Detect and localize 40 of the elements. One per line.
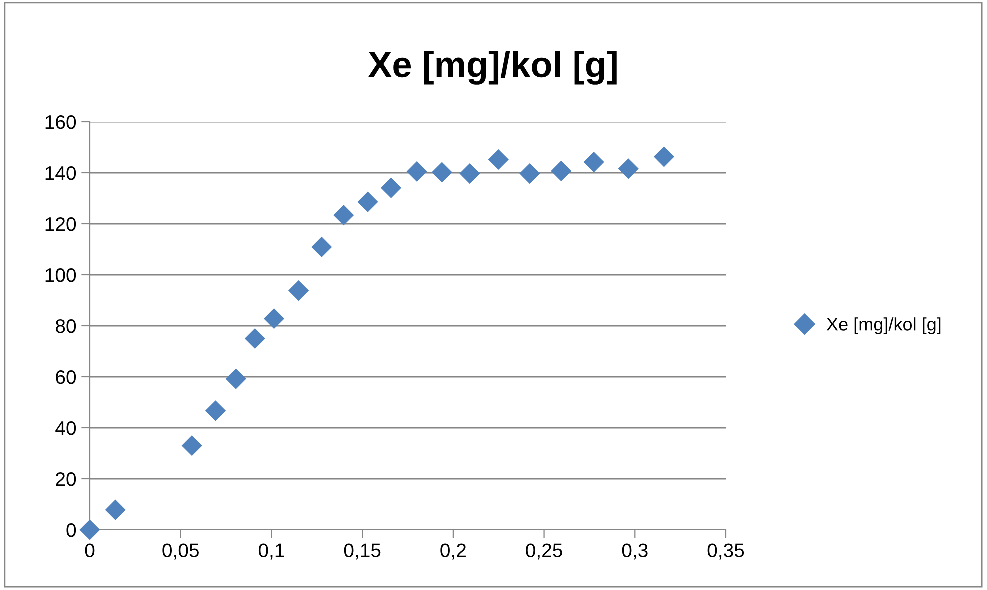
x-tick-label: 0,05 (162, 544, 199, 560)
point (488, 149, 509, 170)
point (618, 158, 639, 180)
point (312, 236, 332, 258)
point (551, 160, 572, 182)
y-tick-label: 60 (56, 370, 76, 384)
x-tick-label: 0,2 (440, 544, 466, 560)
point (584, 152, 604, 173)
y-tick-label: 40 (56, 421, 76, 436)
point (380, 178, 402, 198)
y-tick-label: 80 (56, 319, 76, 334)
point (334, 205, 354, 226)
x-tick-label: 0,35 (708, 544, 744, 560)
y-tick-label: 100 (46, 268, 76, 282)
y-tick-label: 20 (56, 472, 76, 486)
point (654, 146, 675, 168)
point (460, 163, 480, 184)
point (244, 328, 266, 350)
point (105, 500, 126, 520)
x-tick-label: 0,25 (526, 544, 562, 560)
chart-title: Xe [mg]/kol [g] (368, 51, 617, 85)
point (264, 308, 285, 330)
point (520, 163, 540, 184)
point (205, 400, 226, 422)
y-tick-label: 120 (46, 217, 76, 232)
point (406, 161, 428, 182)
x-tick-label: 0 (85, 544, 95, 558)
y-tick-label: 0 (66, 523, 76, 538)
point (80, 520, 100, 540)
point (432, 162, 452, 183)
y-tick-label: 140 (46, 166, 76, 180)
point (358, 192, 378, 212)
y-tick-label: 160 (46, 115, 76, 130)
point (182, 436, 202, 456)
legend-label: Xe [mg]/kol [g] (826, 318, 941, 334)
x-tick-label: 0,15 (344, 544, 381, 560)
point (288, 280, 310, 302)
x-tick-label: 0,1 (258, 544, 284, 560)
x-tick-label: 0,3 (622, 544, 648, 560)
point (226, 368, 246, 390)
